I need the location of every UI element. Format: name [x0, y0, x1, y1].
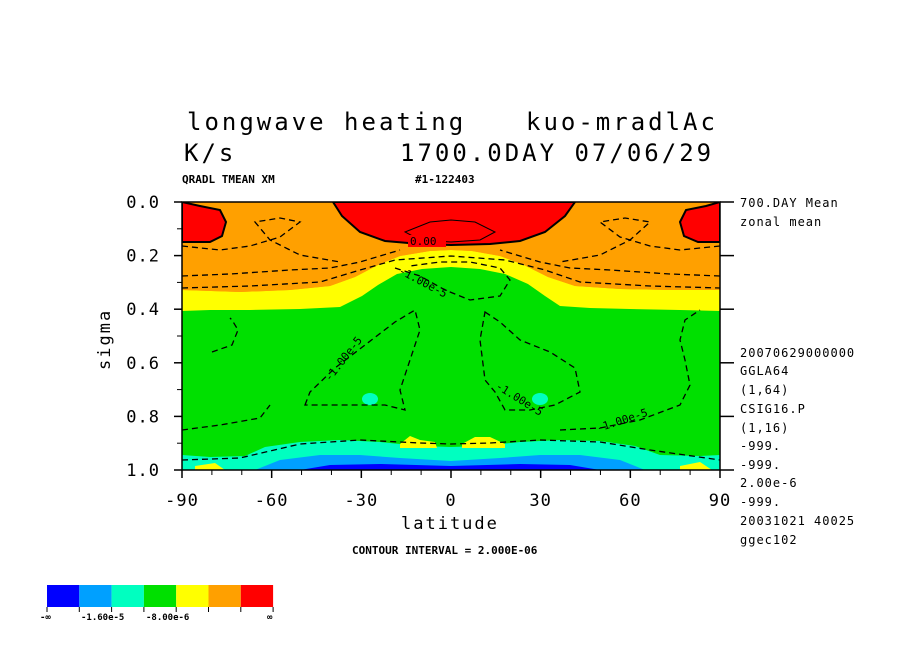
- colorbar-swatch: [176, 585, 209, 607]
- colorbar-label-2: -8.00e-6: [146, 613, 189, 623]
- side-info-1: zonal mean: [740, 215, 822, 229]
- colorbar-label-1: -1.60e-5: [81, 613, 124, 623]
- band-orange-upper: [182, 202, 720, 292]
- y-tick-label: 0.6: [126, 354, 160, 374]
- contour-field: [182, 202, 720, 470]
- band-red-left: [182, 202, 228, 243]
- side-info-0: 700.DAY Mean: [740, 196, 839, 210]
- y-axis-ticks: 0.0 0.2 0.4 0.6 0.8 1.0: [126, 193, 734, 481]
- colorbar-swatch: [143, 585, 177, 607]
- side-info-7: -999.: [740, 439, 781, 453]
- title-line1-right: kuo-mradlAc: [526, 108, 718, 136]
- colorbar-labels: -∞ -1.60e-5 -8.00e-6 ∞: [40, 613, 273, 623]
- yellow-spot-right: [462, 437, 505, 448]
- y-axis-label: sigma: [95, 309, 115, 370]
- yellow-spot-se: [680, 462, 712, 470]
- x-axis-label: latitude: [401, 514, 499, 534]
- y-tick-label: 1.0: [126, 461, 160, 481]
- side-info-12: ggec102: [740, 533, 798, 547]
- x-tick-label: 90: [709, 491, 731, 511]
- side-info: 700.DAY Mean zonal mean 20070629000000 G…: [740, 196, 855, 547]
- y-tick-label: 0.0: [126, 193, 160, 213]
- title-line2-left: K/s: [184, 139, 236, 167]
- band-red-center: [331, 202, 577, 247]
- side-info-3: GGLA64: [740, 364, 789, 378]
- side-info-11: 20031021 40025: [740, 514, 855, 528]
- title-line2-right: 1700.0DAY 07/06/29: [400, 139, 714, 167]
- contour-label-zero: 0.00: [410, 235, 437, 248]
- y-tick-label: 0.4: [126, 300, 160, 320]
- colorbar-swatch: [111, 585, 144, 607]
- x-tick-label: -60: [255, 491, 289, 511]
- contour-interval: CONTOUR INTERVAL = 2.000E-06: [352, 544, 538, 557]
- colorbar-swatch: [240, 585, 274, 607]
- yellow-spot-sw: [195, 463, 225, 470]
- contour-label-bg: [408, 235, 446, 247]
- title-line1-left: longwave heating: [187, 108, 466, 136]
- band-red-right: [678, 202, 720, 243]
- x-tick-label: 60: [619, 491, 641, 511]
- band-blue: [300, 464, 600, 470]
- colorbar-label-min: -∞: [40, 613, 51, 623]
- side-info-8: -999.: [740, 458, 781, 472]
- side-info-9: 2.00e-6: [740, 476, 798, 490]
- x-tick-label: 30: [529, 491, 551, 511]
- colorbar-swatch: [208, 585, 241, 607]
- y-tick-label: 0.2: [126, 247, 160, 267]
- colorbar-swatch: [47, 585, 80, 607]
- band-yellow: [182, 250, 720, 311]
- side-info-5: CSIG16.P: [740, 402, 806, 416]
- cyan-spot-right: [532, 393, 548, 405]
- subtitle-right: #1-122403: [415, 173, 475, 186]
- x-tick-label: -30: [344, 491, 378, 511]
- side-info-6: (1,16): [740, 421, 789, 435]
- x-axis-ticks: -90 -60 -30 0 30 60 90: [165, 470, 731, 511]
- cyan-spot-left: [362, 393, 378, 405]
- y-tick-label: 0.8: [126, 407, 160, 427]
- subtitle-left: QRADL TMEAN XM: [182, 173, 275, 186]
- contour-lines: [182, 217, 720, 461]
- colorbar: [46, 585, 274, 612]
- side-info-4: (1,64): [740, 383, 789, 397]
- colorbar-label-max: ∞: [267, 613, 273, 623]
- side-info-10: -999.: [740, 495, 781, 509]
- colorbar-swatch: [79, 585, 112, 607]
- x-tick-label: 0: [445, 491, 456, 511]
- x-tick-label: -90: [165, 491, 199, 511]
- side-info-2: 20070629000000: [740, 346, 855, 360]
- yellow-spot-left: [400, 436, 437, 448]
